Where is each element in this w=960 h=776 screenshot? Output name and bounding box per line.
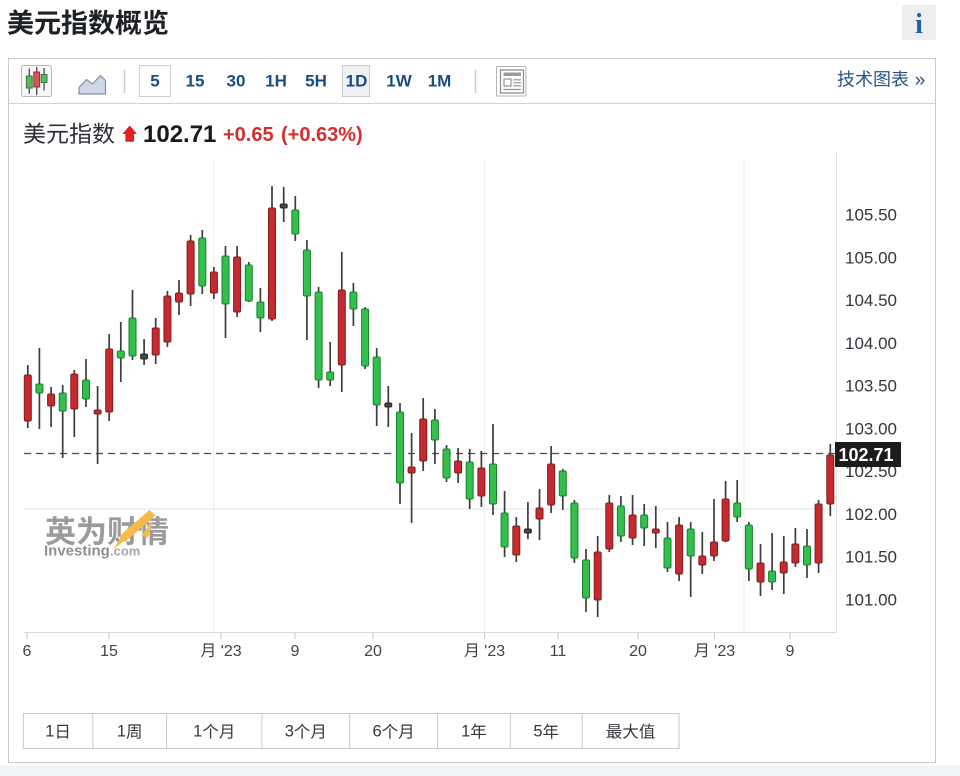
svg-text:1: 1 — [461, 723, 470, 741]
svg-text:20: 20 — [364, 643, 382, 660]
svg-text:5: 5 — [150, 72, 159, 91]
svg-text:15: 15 — [100, 643, 118, 660]
svg-text:104.50: 104.50 — [845, 291, 897, 310]
svg-text:102.00: 102.00 — [845, 505, 897, 524]
svg-text:Investing: Investing — [44, 543, 110, 560]
svg-text:103.00: 103.00 — [845, 419, 897, 438]
svg-text:1: 1 — [45, 723, 54, 741]
svg-text:'23: '23 — [714, 643, 735, 660]
svg-text:101.00: 101.00 — [845, 590, 897, 609]
svg-text:1D: 1D — [346, 72, 368, 91]
svg-text:»: » — [915, 70, 926, 91]
svg-text:11: 11 — [550, 643, 567, 660]
svg-text:101.50: 101.50 — [845, 548, 897, 567]
svg-text:1W: 1W — [386, 72, 412, 91]
svg-text:1: 1 — [193, 723, 202, 741]
svg-text:1: 1 — [117, 723, 126, 741]
svg-text:105.50: 105.50 — [845, 206, 897, 225]
svg-text:105.00: 105.00 — [845, 248, 897, 267]
svg-text:3: 3 — [285, 723, 294, 741]
svg-text:6: 6 — [373, 723, 382, 741]
svg-text:30: 30 — [227, 72, 246, 91]
svg-text:102.71: 102.71 — [143, 121, 216, 148]
svg-text:.com: .com — [110, 544, 140, 559]
svg-text:'23: '23 — [484, 643, 505, 660]
svg-text:102.71: 102.71 — [839, 445, 894, 465]
svg-text:'23: '23 — [221, 643, 242, 660]
svg-text:5H: 5H — [305, 72, 327, 91]
svg-text:104.00: 104.00 — [845, 334, 897, 353]
svg-text:+0.65: +0.65 — [223, 124, 274, 146]
svg-text:5: 5 — [533, 723, 542, 741]
svg-text:i: i — [915, 9, 923, 40]
svg-text:(+0.63%): (+0.63%) — [281, 124, 363, 146]
svg-text:103.50: 103.50 — [845, 377, 897, 396]
svg-text:1H: 1H — [265, 72, 287, 91]
svg-text:6: 6 — [23, 643, 32, 660]
svg-text:9: 9 — [786, 643, 795, 660]
svg-text:9: 9 — [291, 643, 300, 660]
svg-text:15: 15 — [186, 72, 205, 91]
svg-text:1M: 1M — [428, 72, 452, 91]
svg-text:20: 20 — [629, 643, 647, 660]
